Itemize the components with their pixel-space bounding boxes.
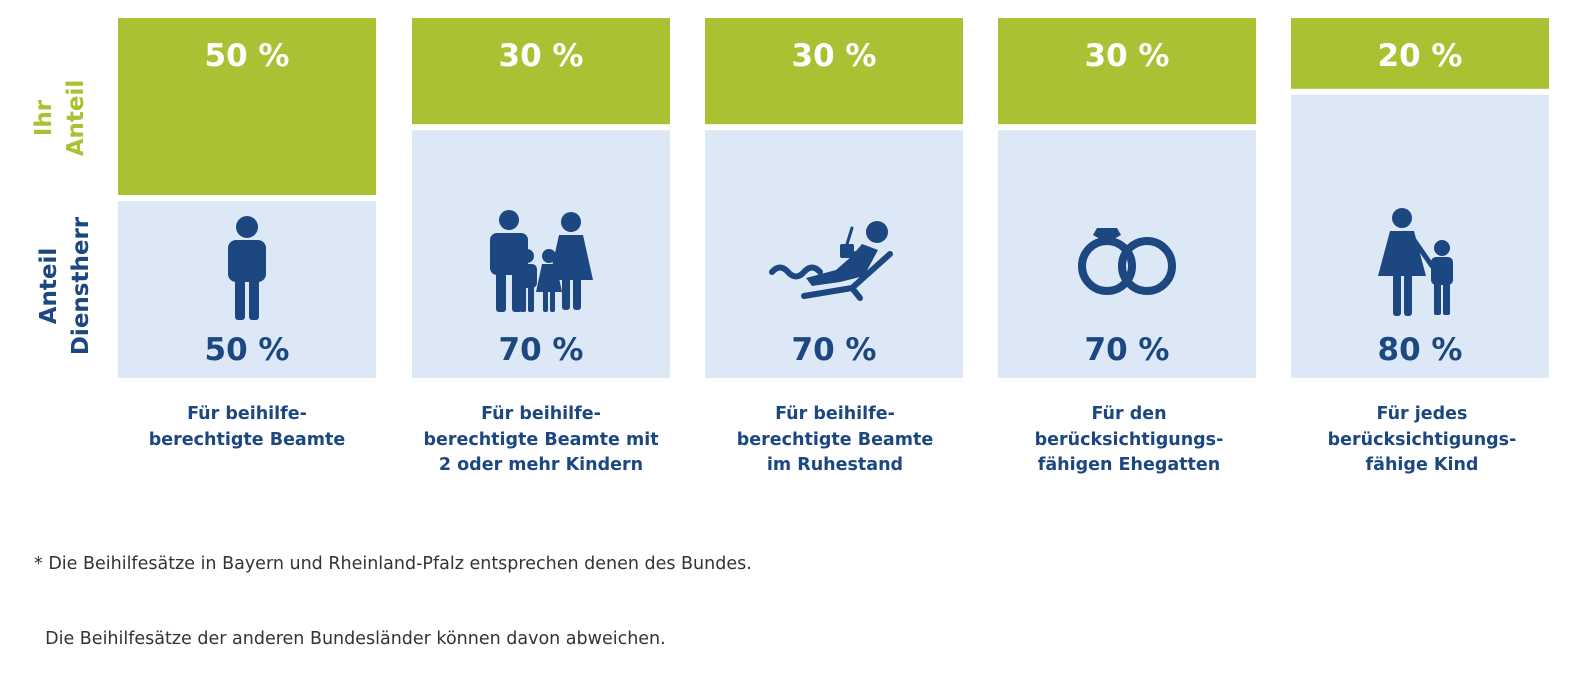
- bar-anteil-dienstherr-3: [705, 130, 963, 378]
- category-label-kind: Für jedes berücksichtigungs- fähige Kind: [1327, 404, 1517, 475]
- bar-ihr-anteil-4: [998, 18, 1256, 125]
- bar-ihr-anteil-3: [705, 18, 963, 125]
- category-label-ehegatten: Für den berücksichtigungs- fähigen Ehega…: [1034, 404, 1224, 475]
- mother-child-icon: [1378, 208, 1453, 316]
- value-label-ihr-anteil-2: 30 %: [499, 38, 584, 74]
- value-label-ihr-anteil-1: 50 %: [205, 38, 290, 74]
- bar-anteil-dienstherr-5: [1291, 94, 1549, 379]
- chart: 50 % 50 % 30 % 70 % 30 % 70 % 30 % 70 % 20 % 80 %: [118, 18, 1549, 379]
- family-icon: [490, 210, 593, 312]
- bar-anteil-dienstherr-2: [412, 130, 670, 378]
- bar-ihr-anteil-5: [1291, 18, 1549, 89]
- value-label-ihr-anteil-5: 20 %: [1378, 38, 1463, 74]
- bar-ihr-anteil-1: [118, 18, 376, 195]
- value-label-anteil-dienstherr-4: 70 %: [1085, 332, 1170, 368]
- value-label-anteil-dienstherr-5: 80 %: [1378, 332, 1463, 368]
- retiree-lounger-icon: [769, 221, 893, 301]
- value-label-anteil-dienstherr-2: 70 %: [499, 332, 584, 368]
- category-label-beamte: Für beihilfe- berechtigte Beamte: [148, 404, 346, 450]
- series-label-anteil-dienstherr: Anteil Dienstherr: [36, 216, 94, 356]
- bar-ihr-anteil-2: [412, 18, 670, 125]
- person-icon: [228, 216, 266, 320]
- category-label-beamte-mit-kindern: Für beihilfe- berechtigte Beamte mit 2 o…: [423, 404, 659, 475]
- category-label-ruhestand: Für beihilfe- berechtigte Beamte im Ruhe…: [736, 404, 934, 475]
- wedding-rings-icon: [1078, 228, 1176, 295]
- value-label-ihr-anteil-3: 30 %: [792, 38, 877, 74]
- value-label-anteil-dienstherr-1: 50 %: [205, 332, 290, 368]
- value-label-anteil-dienstherr-3: 70 %: [792, 332, 877, 368]
- series-label-ihr-anteil: Ihr Anteil: [31, 79, 89, 157]
- value-label-ihr-anteil-4: 30 %: [1085, 38, 1170, 74]
- footnote: * Die Beihilfesätze in Bayern und Rheinl…: [34, 554, 752, 649]
